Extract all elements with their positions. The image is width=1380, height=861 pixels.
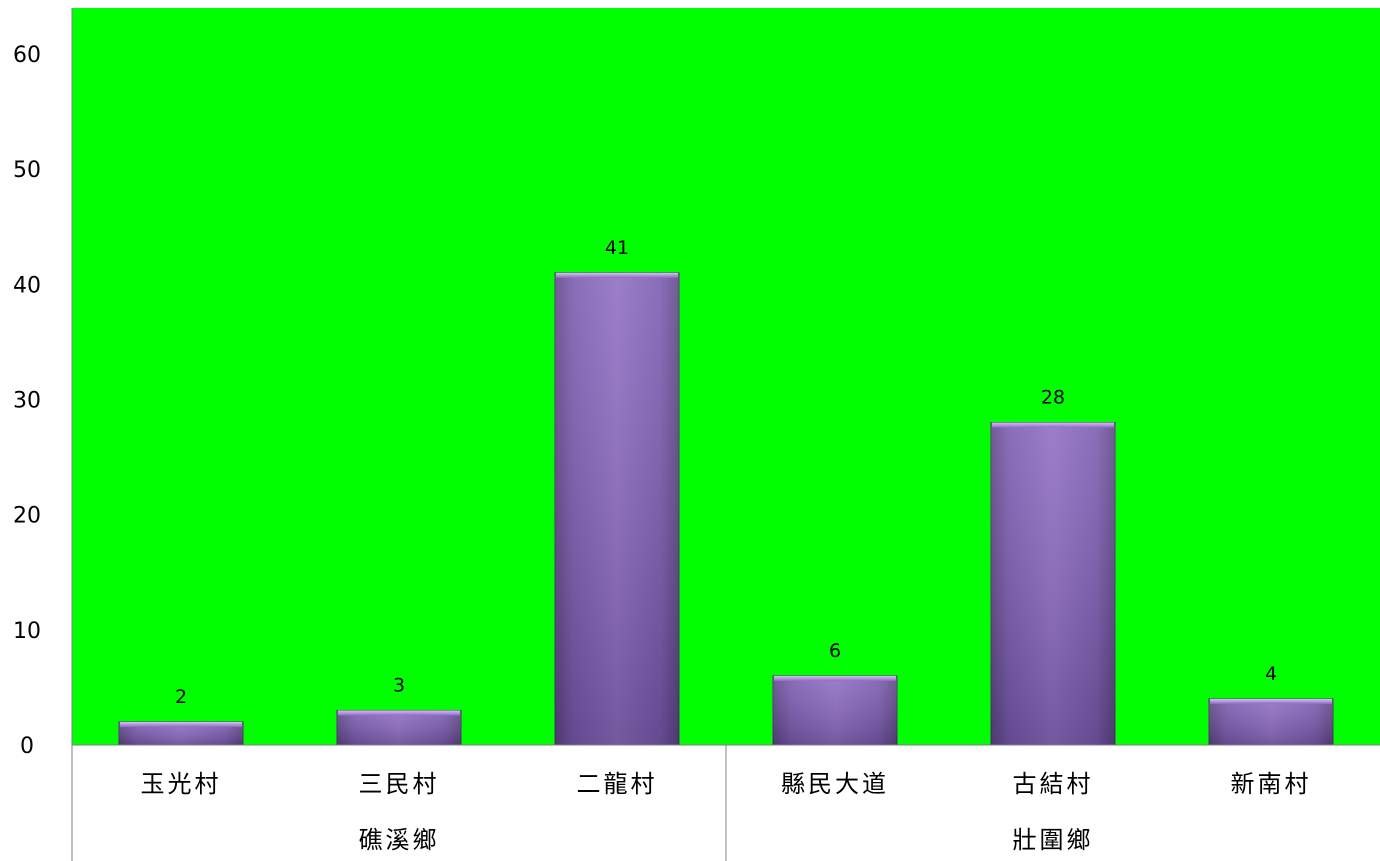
x-axis: 礁溪鄉 壯圍鄉 玉光村 三民村 二龍村 縣民大道 古結村 新南村 (71, 8, 1380, 861)
bar (118, 721, 244, 746)
y-tick-label: 50 (13, 158, 41, 183)
x-category-label: 玉光村 (141, 770, 222, 798)
y-tick-label: 10 (13, 619, 41, 644)
y-tick-label: 40 (13, 273, 41, 298)
x-group-label: 壯圍鄉 (1013, 826, 1094, 854)
bar-data-label: 4 (1265, 663, 1277, 685)
bar-data-label: 3 (393, 674, 405, 696)
bar (1208, 698, 1334, 746)
x-category-label: 古結村 (1013, 770, 1094, 798)
x-category-label: 新南村 (1231, 770, 1312, 798)
bar (554, 272, 680, 746)
bar (772, 675, 898, 746)
bar (990, 422, 1116, 746)
bar (336, 709, 462, 746)
bar-data-label: 28 (1041, 387, 1065, 409)
y-tick-label: 30 (13, 389, 41, 414)
y-tick-label: 0 (20, 734, 34, 759)
x-category-label: 二龍村 (577, 770, 658, 798)
x-category-label: 三民村 (359, 770, 440, 798)
x-group-label: 礁溪鄉 (359, 826, 440, 854)
y-tick-label: 60 (13, 43, 41, 68)
y-axis-ticks: 0 10 20 30 40 50 60 (13, 43, 41, 759)
bar-data-label: 2 (175, 686, 187, 708)
bar-data-label: 6 (829, 640, 841, 662)
bar-data-label: 41 (605, 237, 629, 259)
x-category-label: 縣民大道 (781, 770, 889, 798)
y-tick-label: 20 (13, 504, 41, 529)
data-labels: 2 3 41 6 28 4 (175, 237, 1277, 708)
bars (118, 272, 1334, 746)
plot-area (72, 8, 1380, 745)
